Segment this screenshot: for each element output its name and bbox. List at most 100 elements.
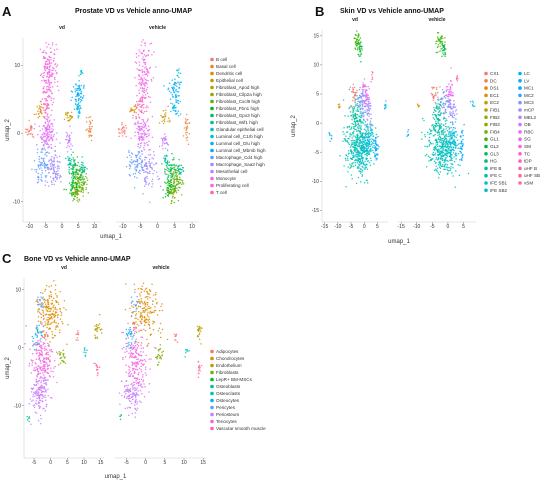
legend-item: CX1 <box>484 71 499 76</box>
cell-point <box>50 348 53 351</box>
cell-point <box>359 120 362 122</box>
cell-point <box>158 327 161 329</box>
cell-point <box>33 367 36 369</box>
facet-label: vd <box>61 265 67 271</box>
cell-point <box>77 100 80 102</box>
cell-point <box>45 383 48 386</box>
cell-point <box>440 112 442 115</box>
scatter-points <box>118 282 203 421</box>
legend-label: Fibroblast_Apod high <box>216 85 260 90</box>
legend-label: FIB1 <box>490 108 500 113</box>
cell-point <box>175 184 177 186</box>
cell-point <box>354 151 357 153</box>
cell-point <box>41 297 44 300</box>
cell-point <box>41 169 43 171</box>
cell-point <box>75 176 77 179</box>
cell-point <box>71 96 73 99</box>
cell-point <box>50 294 52 296</box>
cell-point <box>360 149 362 152</box>
cell-point <box>135 331 138 334</box>
cell-point <box>428 160 430 162</box>
cell-point <box>143 89 146 91</box>
cell-point <box>355 110 357 112</box>
cell-point <box>360 141 363 144</box>
cell-point <box>45 143 47 145</box>
cell-point <box>53 49 56 51</box>
cell-point <box>80 190 82 192</box>
cell-point <box>354 99 356 102</box>
cell-point <box>45 76 48 78</box>
cell-point <box>31 335 34 338</box>
cell-point <box>46 298 49 301</box>
cell-point <box>162 138 164 140</box>
cell-point <box>44 349 46 352</box>
cell-point <box>366 124 368 126</box>
cell-point <box>40 389 42 391</box>
cell-point <box>79 177 81 179</box>
legend-item: Fibroblast_Apod high <box>210 85 260 90</box>
cell-point <box>75 339 77 341</box>
cell-point <box>358 161 361 163</box>
cell-point <box>165 142 168 144</box>
cell-point <box>153 311 155 314</box>
cell-point <box>69 118 72 120</box>
cell-point <box>39 354 41 356</box>
cell-point <box>42 325 45 327</box>
cell-point <box>45 176 47 178</box>
cell-point <box>45 353 47 356</box>
cell-point <box>150 42 153 45</box>
cell-point <box>141 138 143 141</box>
cell-point <box>364 121 367 123</box>
cell-point <box>160 305 162 308</box>
cell-point <box>50 143 52 146</box>
cell-point <box>134 344 137 347</box>
cell-point <box>129 111 131 113</box>
legend-swatch <box>210 92 214 97</box>
cell-point <box>27 133 30 136</box>
cell-point <box>352 143 354 146</box>
cell-point <box>152 172 154 175</box>
cell-point <box>118 132 120 134</box>
cell-point <box>68 135 71 137</box>
cell-point <box>457 77 459 80</box>
cell-point <box>50 136 52 138</box>
cell-point <box>360 144 363 147</box>
cell-point <box>459 142 461 145</box>
cell-point <box>163 137 166 140</box>
cell-point <box>95 324 98 326</box>
cell-point <box>44 135 47 138</box>
cell-point <box>432 142 434 145</box>
cell-point <box>37 315 40 318</box>
cell-point <box>63 188 65 191</box>
cell-point <box>455 152 457 154</box>
cell-point <box>365 102 368 105</box>
cell-point <box>367 146 370 148</box>
cell-point <box>31 361 34 364</box>
legend-label: Fibroblast_Wif1 high <box>216 120 258 125</box>
cell-point <box>38 356 41 359</box>
cell-point <box>55 66 58 68</box>
cell-point <box>443 95 446 98</box>
cell-point <box>350 127 353 130</box>
cell-point <box>139 106 141 108</box>
cell-point <box>444 41 446 43</box>
cell-point <box>377 136 379 138</box>
cell-point <box>164 195 167 198</box>
cell-point <box>172 96 174 98</box>
cell-point <box>357 36 359 39</box>
cell-point <box>138 83 140 85</box>
cell-point <box>68 171 70 173</box>
cell-point <box>91 119 94 122</box>
cell-point <box>330 137 333 140</box>
legend-label: TC <box>524 151 531 156</box>
cell-point <box>342 140 344 142</box>
cell-point <box>79 105 81 107</box>
cell-point <box>149 154 152 156</box>
cell-point <box>31 133 34 135</box>
cell-point <box>377 153 379 155</box>
cell-point <box>53 177 55 179</box>
legend-item: DS1 <box>484 86 499 91</box>
cell-point <box>84 346 86 349</box>
cell-point <box>167 87 170 90</box>
cell-point <box>185 120 187 122</box>
